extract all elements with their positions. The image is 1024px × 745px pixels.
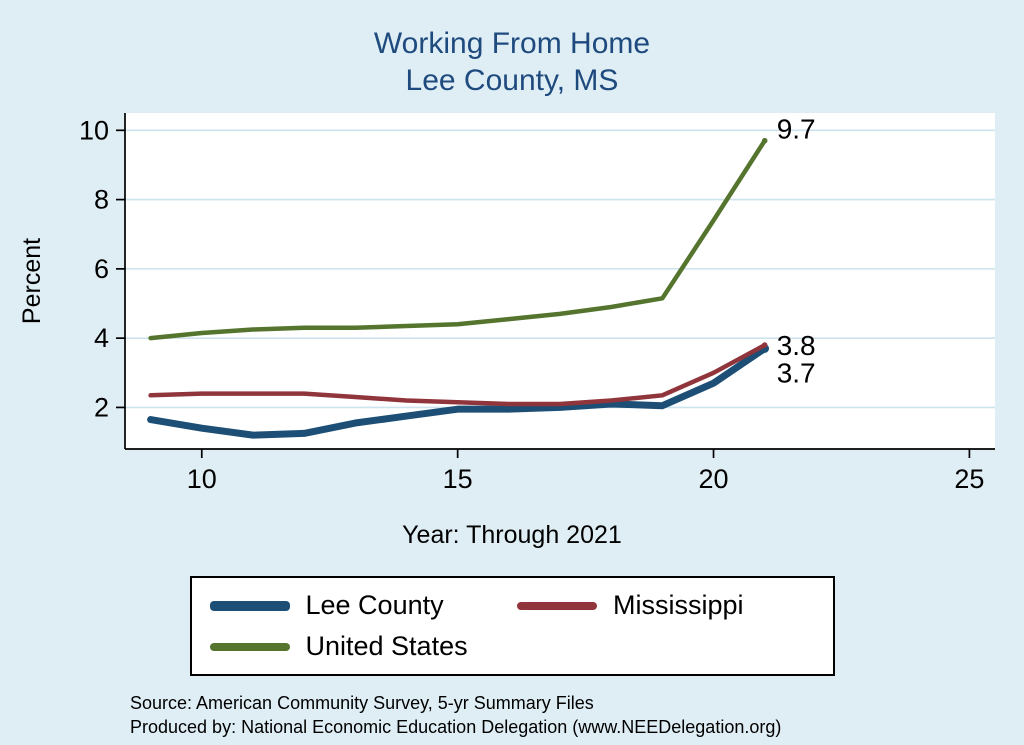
legend-label-united-states: United States [305,631,468,662]
chart-title: Working From Home [373,27,651,60]
end-value-label: 9.7 [777,114,816,145]
y-tick-label: 10 [79,116,109,146]
y-tick-label: 6 [94,254,109,284]
produced-by-line: Produced by: National Economic Education… [130,716,782,737]
legend: Lee County Mississippi United States [189,576,835,677]
series-line-united-states [148,138,767,341]
x-axis-title: Year: Through 2021 [402,521,622,550]
series-line-mississippi [148,343,767,407]
source-block: Source: American Community Survey, 5-yr … [130,692,1024,740]
y-tick-label: 4 [94,323,109,353]
x-tick-label: 10 [187,464,217,494]
source-line: Source: American Community Survey, 5-yr … [130,693,594,714]
legend-item-mississippi: Mississippi [517,590,815,621]
legend-item-united-states: United States [209,631,508,662]
legend-item-lee-county: Lee County [209,590,508,621]
legend-label-lee-county: Lee County [305,590,444,621]
y-tick-label: 2 [94,393,109,423]
mississippi-line-swatch [517,601,597,610]
united-states-line-swatch [209,642,290,651]
x-tick-label: 15 [443,464,473,494]
end-value-label: 3.7 [777,358,816,389]
chart-subtitle: Lee County, MS [405,63,619,97]
series-endpoint-marker [761,342,768,349]
plot-area [125,113,995,450]
legend-label-mississippi: Mississippi [613,590,744,621]
chart-svg: 2 4 6 8 10 10 15 20 25 Percent 9.7 3.83.7 [18,113,995,494]
y-tick-label: 8 [94,185,109,215]
series-endpoint-marker [761,138,768,144]
lee-county-line-swatch [209,600,290,611]
x-tick-label: 25 [954,464,984,494]
series-line-lee-county [147,345,769,439]
chart-title-block: Working From Home Lee County, MS [0,26,1024,99]
x-tick-label: 20 [699,464,729,494]
y-axis-title: Percent [18,238,46,324]
end-value-label: 3.8 [777,330,816,361]
